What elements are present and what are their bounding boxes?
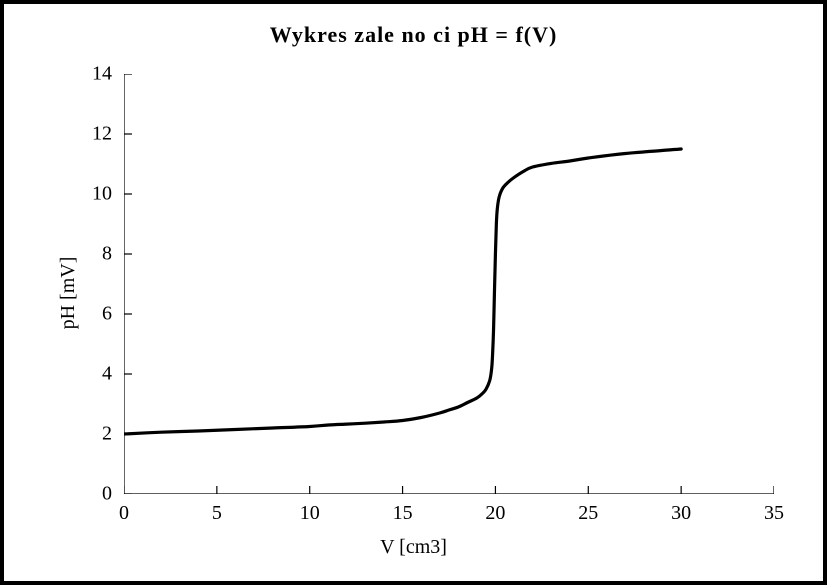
x-tick-label: 5 bbox=[212, 502, 222, 525]
y-tick-label: 6 bbox=[102, 303, 112, 326]
chart-title: Wykres zale no ci pH = f(V) bbox=[4, 22, 823, 48]
x-tick-label: 15 bbox=[393, 502, 413, 525]
y-tick-label: 4 bbox=[102, 363, 112, 386]
titration-curve bbox=[124, 149, 681, 434]
x-tick-label: 25 bbox=[578, 502, 598, 525]
chart-frame: Wykres zale no ci pH = f(V) pH [mV] V [c… bbox=[0, 0, 827, 585]
y-tick-label: 10 bbox=[92, 183, 112, 206]
x-tick-label: 30 bbox=[671, 502, 691, 525]
x-axis-label: V [cm3] bbox=[4, 536, 823, 559]
y-tick-label: 0 bbox=[102, 483, 112, 506]
plot-svg bbox=[124, 74, 774, 494]
plot-area bbox=[124, 74, 774, 494]
y-tick-label: 8 bbox=[102, 243, 112, 266]
x-tick-label: 35 bbox=[764, 502, 784, 525]
x-tick-label: 20 bbox=[485, 502, 505, 525]
y-axis-label: pH [mV] bbox=[57, 256, 80, 329]
y-tick-label: 12 bbox=[92, 123, 112, 146]
y-tick-label: 14 bbox=[92, 63, 112, 86]
x-tick-label: 10 bbox=[300, 502, 320, 525]
y-tick-label: 2 bbox=[102, 423, 112, 446]
x-tick-label: 0 bbox=[119, 502, 129, 525]
